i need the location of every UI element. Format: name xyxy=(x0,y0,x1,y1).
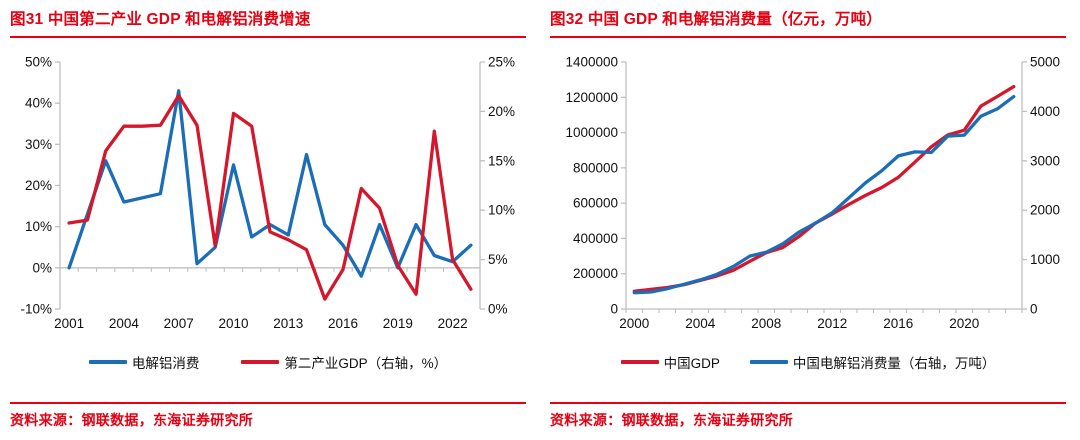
figure-panel-32: 图32 中国 GDP 和电解铝消费量（亿元，万吨） 1400000 1200000… xyxy=(540,0,1080,440)
svg-text:50%: 50% xyxy=(25,55,52,70)
svg-text:2013: 2013 xyxy=(273,316,303,331)
svg-text:1000000: 1000000 xyxy=(565,125,618,140)
svg-text:0: 0 xyxy=(1030,302,1038,317)
svg-text:2008: 2008 xyxy=(751,316,781,331)
svg-text:2010: 2010 xyxy=(218,316,248,331)
svg-text:2020: 2020 xyxy=(949,316,979,331)
source-note: 资料来源：钢联数据，东海证券研究所 xyxy=(550,402,1066,430)
chart-title: 图32 中国 GDP 和电解铝消费量（亿元，万吨） xyxy=(550,5,1066,38)
legend-item: 第二产业GDP（右轴，%） xyxy=(241,352,447,372)
chart-title: 图31 中国第二产业 GDP 和电解铝消费增速 xyxy=(10,5,526,38)
svg-text:40%: 40% xyxy=(25,96,52,111)
source-text: 资料来源：钢联数据，东海证券研究所 xyxy=(550,412,794,428)
svg-text:10%: 10% xyxy=(25,219,52,234)
svg-text:20%: 20% xyxy=(25,178,52,193)
svg-text:20%: 20% xyxy=(488,104,515,119)
svg-text:400000: 400000 xyxy=(573,231,618,246)
svg-text:0%: 0% xyxy=(488,302,508,317)
svg-text:1200000: 1200000 xyxy=(565,90,618,105)
svg-text:2004: 2004 xyxy=(109,316,140,331)
svg-text:0: 0 xyxy=(610,302,618,317)
svg-text:5000: 5000 xyxy=(1030,55,1060,70)
legend-label: 中国电解铝消费量（右轴，万吨） xyxy=(792,356,996,371)
svg-text:2012: 2012 xyxy=(817,316,847,331)
chart-area: 1400000 1200000 1000000 800000 600000 400000 2… xyxy=(550,48,1066,340)
svg-text:4000: 4000 xyxy=(1030,104,1060,119)
chart-legend: 中国GDP 中国电解铝消费量（右轴，万吨） xyxy=(550,352,1066,372)
svg-text:5%: 5% xyxy=(488,252,508,267)
legend-item: 中国电解铝消费量（右轴，万吨） xyxy=(749,352,996,372)
line-chart: 50% 40% 30% 20% 10% 0% -10% 25% 20% 15% 10% 5% 0% 200… xyxy=(20,55,515,332)
svg-text:2000: 2000 xyxy=(619,316,649,331)
figure-panel-31: 图31 中国第二产业 GDP 和电解铝消费增速 50% 40% 30% 20% 10% 0… xyxy=(10,5,526,430)
svg-text:1400000: 1400000 xyxy=(565,55,618,70)
source-text: 资料来源：钢联数据，东海证券研究所 xyxy=(10,412,254,428)
svg-text:10%: 10% xyxy=(488,203,515,218)
line-chart: 1400000120000010000008000006000004000002… xyxy=(565,55,1060,332)
svg-text:2004: 2004 xyxy=(685,316,716,331)
svg-text:2007: 2007 xyxy=(164,316,194,331)
legend-item: 中国GDP xyxy=(620,352,720,372)
svg-text:800000: 800000 xyxy=(573,160,618,175)
svg-text:-10%: -10% xyxy=(20,302,52,317)
svg-text:30%: 30% xyxy=(25,137,52,152)
svg-text:15%: 15% xyxy=(488,153,515,168)
svg-text:2001: 2001 xyxy=(54,316,84,331)
svg-text:2019: 2019 xyxy=(383,316,413,331)
svg-text:200000: 200000 xyxy=(573,266,618,281)
svg-text:2016: 2016 xyxy=(328,316,358,331)
legend-label: 中国GDP xyxy=(663,356,720,371)
svg-text:0%: 0% xyxy=(32,260,52,275)
source-note: 资料来源：钢联数据，东海证券研究所 xyxy=(10,402,526,430)
chart-area: 50% 40% 30% 20% 10% 0% -10% 25% 20% 15% 10% 5% 0% 200… xyxy=(10,48,526,340)
svg-text:2016: 2016 xyxy=(883,316,913,331)
legend-line-marker-icon xyxy=(749,360,788,364)
legend-line-marker-icon xyxy=(241,360,280,364)
legend-label: 电解铝消费 xyxy=(131,356,200,371)
legend-item: 电解铝消费 xyxy=(88,352,200,372)
svg-text:1000: 1000 xyxy=(1030,252,1060,267)
svg-text:3000: 3000 xyxy=(1030,153,1060,168)
chart-legend: 电解铝消费 第二产业GDP（右轴，%） xyxy=(10,352,526,372)
svg-text:600000: 600000 xyxy=(573,196,618,211)
legend-label: 第二产业GDP（右轴，%） xyxy=(284,356,448,371)
legend-line-marker-icon xyxy=(88,360,127,364)
svg-text:2022: 2022 xyxy=(438,316,468,331)
svg-text:25%: 25% xyxy=(488,55,515,70)
legend-line-marker-icon xyxy=(620,360,659,364)
svg-text:2000: 2000 xyxy=(1030,203,1060,218)
